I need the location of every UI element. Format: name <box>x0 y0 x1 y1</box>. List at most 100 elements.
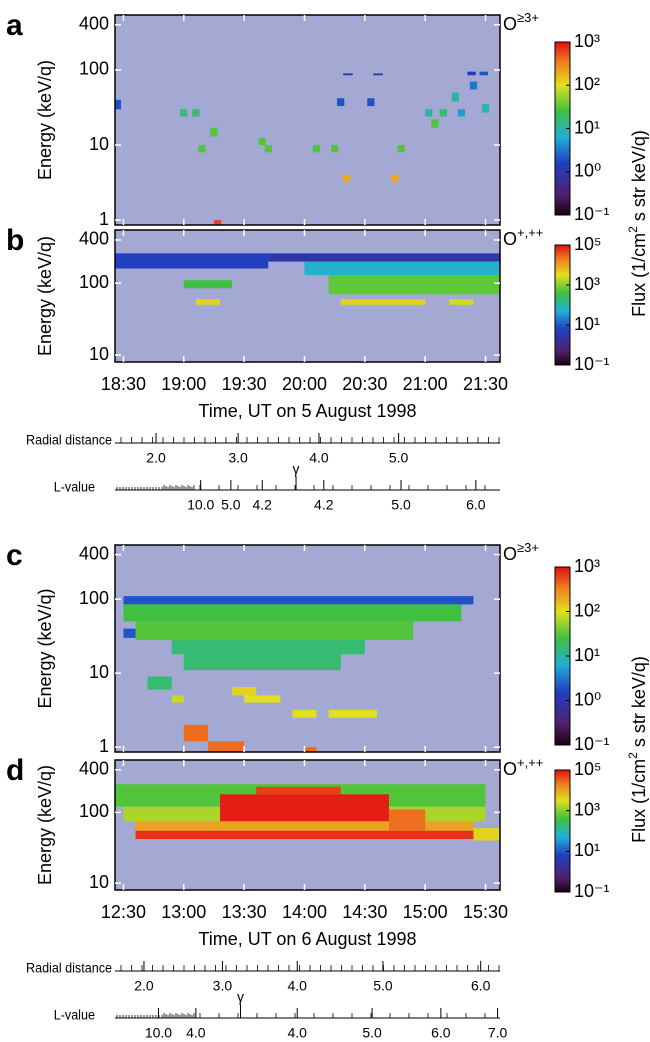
colorbar-tick-label: 10¹ <box>574 314 600 334</box>
flux-cell <box>192 109 200 117</box>
ruler-tick-label: 4.0 <box>186 1025 206 1041</box>
x-tick-label: 15:00 <box>403 902 448 922</box>
panel-background <box>115 15 500 225</box>
colorbar-label-end: s str keV/q) <box>629 130 649 226</box>
colorbar-tick-label: 10² <box>574 74 600 94</box>
flux-cell <box>180 109 188 117</box>
colorbar-label: Flux (1/cm2 s str keV/q) <box>626 656 649 843</box>
x-tick-label: 19:30 <box>222 374 267 394</box>
colorbar-tick-label: 10¹ <box>574 645 600 665</box>
colorbar-tick-label: 10⁰ <box>574 689 601 709</box>
species-label: O+,++ <box>503 755 543 778</box>
y-axis-label: Energy (keV/q) <box>35 765 55 885</box>
x-axis-label: Time, UT on 6 August 1998 <box>198 929 416 949</box>
flux-cell <box>232 687 257 696</box>
ruler-tick-label: 6.0 <box>431 1025 451 1041</box>
colorbar-label-start: Flux (1/cm <box>629 233 649 317</box>
flux-cell <box>367 98 375 107</box>
flux-cell <box>220 794 389 822</box>
flux-cell <box>135 821 474 831</box>
colorbar-tick-label: 10⁵ <box>574 234 601 254</box>
flux-cell <box>304 747 317 752</box>
ruler-tick-label: 5.0 <box>391 497 411 513</box>
species: O <box>503 229 517 249</box>
flux-cell <box>256 786 341 795</box>
flux-cell <box>258 137 266 146</box>
flux-cell <box>473 828 500 841</box>
flux-cell <box>340 299 426 305</box>
flux-cell <box>183 724 208 742</box>
y-tick-label: 400 <box>79 543 109 563</box>
x-tick-label: 14:00 <box>282 902 327 922</box>
y-axis-label: Energy (keV/q) <box>35 60 55 180</box>
panel-letter: a <box>6 9 23 42</box>
ruler-tick-label: 4.0 <box>288 1025 308 1041</box>
species-charge: ≥3+ <box>517 540 539 555</box>
ruler-tick-label: 10.0 <box>145 1025 172 1041</box>
ruler-tick-label: 3.0 <box>213 978 233 994</box>
panel-frame <box>114 229 501 363</box>
ruler-tick-label: 4.0 <box>288 978 308 994</box>
y-axis-label: Energy (keV/q) <box>35 236 55 356</box>
colorbar-tick-label: 10⁻¹ <box>574 881 610 901</box>
flux-cell <box>481 104 490 113</box>
colorbar-tick-label: 10⁵ <box>574 759 601 779</box>
flux-cell <box>449 299 474 305</box>
species-charge: +,++ <box>517 225 543 240</box>
colorbar-tick-label: 10¹ <box>574 117 600 137</box>
flux-cell <box>115 253 269 269</box>
x-tick-label: 13:00 <box>161 902 206 922</box>
ruler-tick-label: 5.0 <box>373 978 393 994</box>
ruler-label: L-value <box>54 1007 95 1023</box>
panel-background <box>115 230 500 362</box>
y-tick-label: 100 <box>79 588 109 608</box>
x-tick-label: 18:30 <box>101 374 146 394</box>
ruler-tick-label: 5.0 <box>389 450 409 466</box>
species-label: O+,++ <box>503 225 543 248</box>
flux-cell <box>264 145 272 153</box>
panel-letter: d <box>6 754 24 787</box>
species: O <box>503 14 517 34</box>
colorbar-tick-label: 10³ <box>574 556 600 576</box>
ruler-tick-label: 4.2 <box>314 497 334 513</box>
flux-cell <box>467 71 476 76</box>
x-tick-label: 14:30 <box>342 902 387 922</box>
flux-cell <box>213 220 222 225</box>
flux-cell <box>171 695 184 703</box>
y-tick-label: 400 <box>79 14 109 34</box>
y-tick-label: 1 <box>99 209 109 229</box>
flux-cell <box>312 145 321 153</box>
flux-cell <box>469 81 478 90</box>
colorbar-tick-label: 10⁻¹ <box>574 204 610 224</box>
species: O <box>503 544 517 564</box>
flux-cell <box>123 604 462 622</box>
x-tick-label: 20:30 <box>342 374 387 394</box>
flux-cell <box>210 127 218 137</box>
ruler-tick-label: 4.2 <box>253 497 273 513</box>
flux-cell <box>431 119 439 128</box>
flux-cell <box>479 71 488 76</box>
flux-cell <box>147 676 172 690</box>
colorbar <box>554 769 571 893</box>
ruler-tick-label: 4.0 <box>309 450 329 466</box>
flux-cell <box>207 741 245 752</box>
flux-cell <box>268 253 500 262</box>
y-tick-label: 100 <box>79 272 109 292</box>
ruler-tick-label: 10.0 <box>187 497 214 513</box>
panel-frame <box>114 759 501 891</box>
ruler-tick-label: 2.0 <box>146 450 166 466</box>
species: O <box>503 759 517 779</box>
flux-cell <box>331 145 339 153</box>
x-tick-label: 15:30 <box>463 902 508 922</box>
ruler-label: Radial distance <box>26 432 112 448</box>
flux-cell <box>115 99 122 110</box>
y-tick-label: 100 <box>79 59 109 79</box>
panel-letter: b <box>6 224 24 257</box>
species-label: O≥3+ <box>503 10 539 33</box>
species-label: O≥3+ <box>503 540 539 563</box>
flux-cell <box>135 830 474 840</box>
flux-cell <box>198 145 206 153</box>
flux-cell <box>135 621 414 641</box>
species-charge: ≥3+ <box>517 10 539 25</box>
